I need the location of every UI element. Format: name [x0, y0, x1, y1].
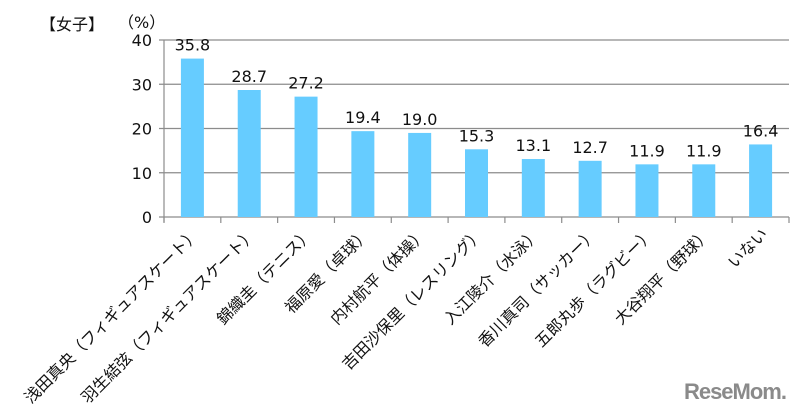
x-category-label: 大谷翔平（野球）: [611, 224, 715, 328]
y-tick-label: 10: [132, 164, 152, 183]
data-label: 35.8: [175, 36, 211, 55]
data-label: 11.9: [629, 141, 665, 160]
data-label: 15.3: [459, 126, 495, 145]
data-label: 13.1: [516, 136, 552, 155]
data-label: 11.9: [686, 141, 722, 160]
bar: [351, 131, 375, 217]
x-category-label: 内村航平（体操）: [327, 224, 431, 328]
bar: [294, 96, 318, 217]
bar: [180, 58, 204, 218]
x-category-label: いない: [724, 224, 771, 271]
bar: [408, 132, 432, 217]
chart-title: 【女子】: [40, 15, 104, 34]
bar: [521, 159, 545, 217]
y-tick-label: 20: [132, 120, 152, 139]
y-tick-label: 40: [132, 31, 152, 50]
x-category-label: 入江陵介（水泳）: [440, 224, 544, 328]
y-tick-label: 0: [142, 208, 152, 227]
bar: [237, 90, 261, 217]
bar: [465, 149, 488, 217]
data-label: 16.4: [743, 121, 779, 140]
data-label: 12.7: [572, 138, 608, 157]
data-label: 19.0: [402, 110, 438, 129]
bar: [578, 160, 602, 217]
bar: [749, 144, 773, 217]
x-category-label: 錦織圭（テニス）: [213, 224, 317, 328]
y-tick-label: 30: [132, 75, 152, 94]
y-axis-unit-label: （%）: [118, 13, 165, 32]
data-label: 27.2: [288, 74, 324, 93]
bar: [635, 164, 659, 217]
bar: [692, 164, 716, 217]
resemom-logo: ReseMom.: [683, 379, 787, 404]
data-label: 28.7: [231, 67, 267, 86]
data-label: 19.4: [345, 108, 381, 127]
